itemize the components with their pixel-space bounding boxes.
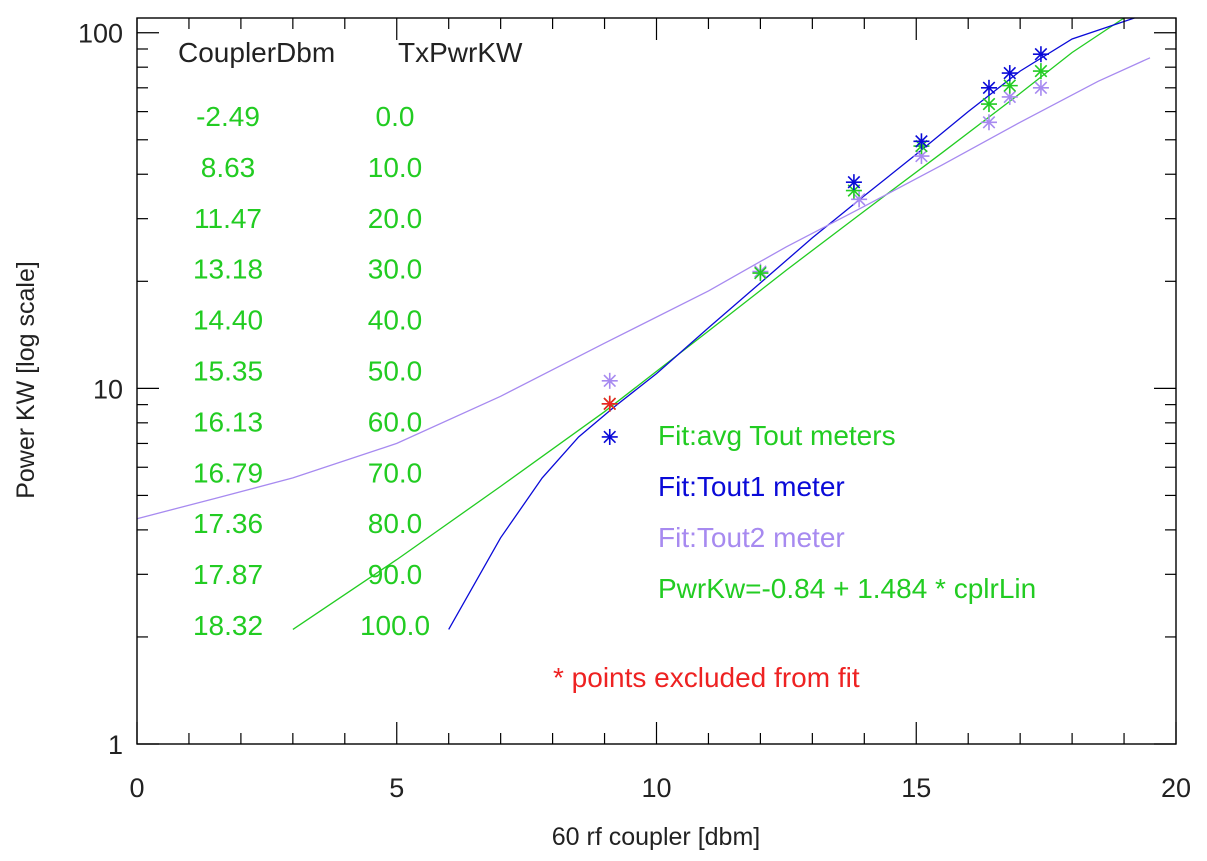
y-axis-label: Power KW [log scale]	[12, 261, 40, 499]
table-cell-txpwr-kw: 10.0	[368, 152, 423, 183]
table-cell-txpwr-kw: 20.0	[368, 203, 423, 234]
x-tick-label: 10	[641, 773, 671, 803]
x-tick-label: 0	[129, 773, 144, 803]
fit-lines	[136, 17, 1151, 630]
data-point-tout1	[1032, 46, 1049, 63]
table-cell-coupler-dbm: 8.63	[201, 152, 256, 183]
axis-tick-labels: 0 5 10 15 20 1 10 100	[78, 19, 1191, 803]
table-cell-txpwr-kw: 40.0	[368, 305, 423, 336]
table-cell-coupler-dbm: 17.87	[193, 559, 263, 590]
table-header-coupler-dbm: CouplerDbm	[178, 37, 335, 68]
data-table: CouplerDbm TxPwrKW -2.49 0.0 8.63 10.0 11.47…	[178, 37, 523, 641]
table-cell-txpwr-kw: 50.0	[368, 356, 423, 387]
legend: Fit:avg Tout meters Fit:Tout1 meter Fit:…	[658, 420, 1036, 604]
table-cell-txpwr-kw: 70.0	[368, 457, 423, 488]
data-point-tout1	[980, 79, 997, 96]
excluded-points-note: * points excluded from fit	[553, 662, 860, 693]
data-point-tout2	[1032, 79, 1049, 96]
axis-ticks	[136, 18, 1177, 745]
table-header-txpwr-kw: TxPwrKW	[398, 37, 523, 68]
table-cell-txpwr-kw: 100.0	[360, 610, 430, 641]
data-point-avg	[752, 265, 769, 282]
table-cell-txpwr-kw: 30.0	[368, 254, 423, 285]
data-point-avg	[980, 96, 997, 113]
x-axis-label: 60 rf coupler [dbm]	[552, 823, 760, 851]
table-cell-coupler-dbm: 13.18	[193, 254, 263, 285]
legend-fit-tout2: Fit:Tout2 meter	[658, 522, 845, 553]
y-tick-label: 100	[78, 19, 123, 49]
legend-fit-tout1: Fit:Tout1 meter	[658, 471, 845, 502]
data-point-tout2	[851, 191, 868, 208]
data-point-tout1	[601, 428, 618, 445]
table-cell-coupler-dbm: 14.40	[193, 305, 263, 336]
table-cell-coupler-dbm: 11.47	[194, 203, 262, 234]
data-point-tout1	[913, 133, 930, 150]
data-point-tout1	[1001, 65, 1018, 82]
data-point-excluded	[601, 395, 618, 412]
x-tick-label: 15	[901, 773, 931, 803]
table-cell-txpwr-kw: 80.0	[368, 508, 423, 539]
x-tick-label: 20	[1161, 773, 1191, 803]
table-cell-coupler-dbm: 17.36	[193, 508, 263, 539]
data-point-tout2	[980, 114, 997, 131]
data-point-tout2	[913, 148, 930, 165]
data-point-tout1	[845, 174, 862, 191]
table-cell-coupler-dbm: 16.13	[193, 406, 263, 437]
data-markers	[601, 46, 1049, 445]
table-cell-coupler-dbm: 15.35	[193, 356, 263, 387]
plot-area-frame	[136, 17, 1177, 745]
y-tick-label: 1	[108, 730, 123, 760]
data-point-tout2	[601, 372, 618, 389]
data-point-avg	[1032, 63, 1049, 80]
table-cell-coupler-dbm: 18.32	[193, 610, 263, 641]
fit-line-tout2	[136, 57, 1151, 520]
y-tick-label: 10	[93, 374, 123, 404]
legend-fit-avg: Fit:avg Tout meters	[658, 420, 896, 451]
table-cell-coupler-dbm: 16.79	[193, 457, 263, 488]
x-tick-label: 5	[389, 773, 404, 803]
table-cell-txpwr-kw: 60.0	[368, 406, 423, 437]
table-cell-coupler-dbm: -2.49	[196, 101, 260, 132]
legend-fit-equation: PwrKw=-0.84 + 1.484 * cplrLin	[658, 573, 1036, 604]
table-cell-txpwr-kw: 90.0	[368, 559, 423, 590]
table-rows: -2.49 0.0 8.63 10.0 11.47 20.0 13.18 30.0 14.40 4…	[193, 101, 430, 641]
table-cell-txpwr-kw: 0.0	[376, 101, 415, 132]
fit-line-avg	[292, 17, 1125, 630]
fit-line-tout1	[448, 17, 1135, 630]
